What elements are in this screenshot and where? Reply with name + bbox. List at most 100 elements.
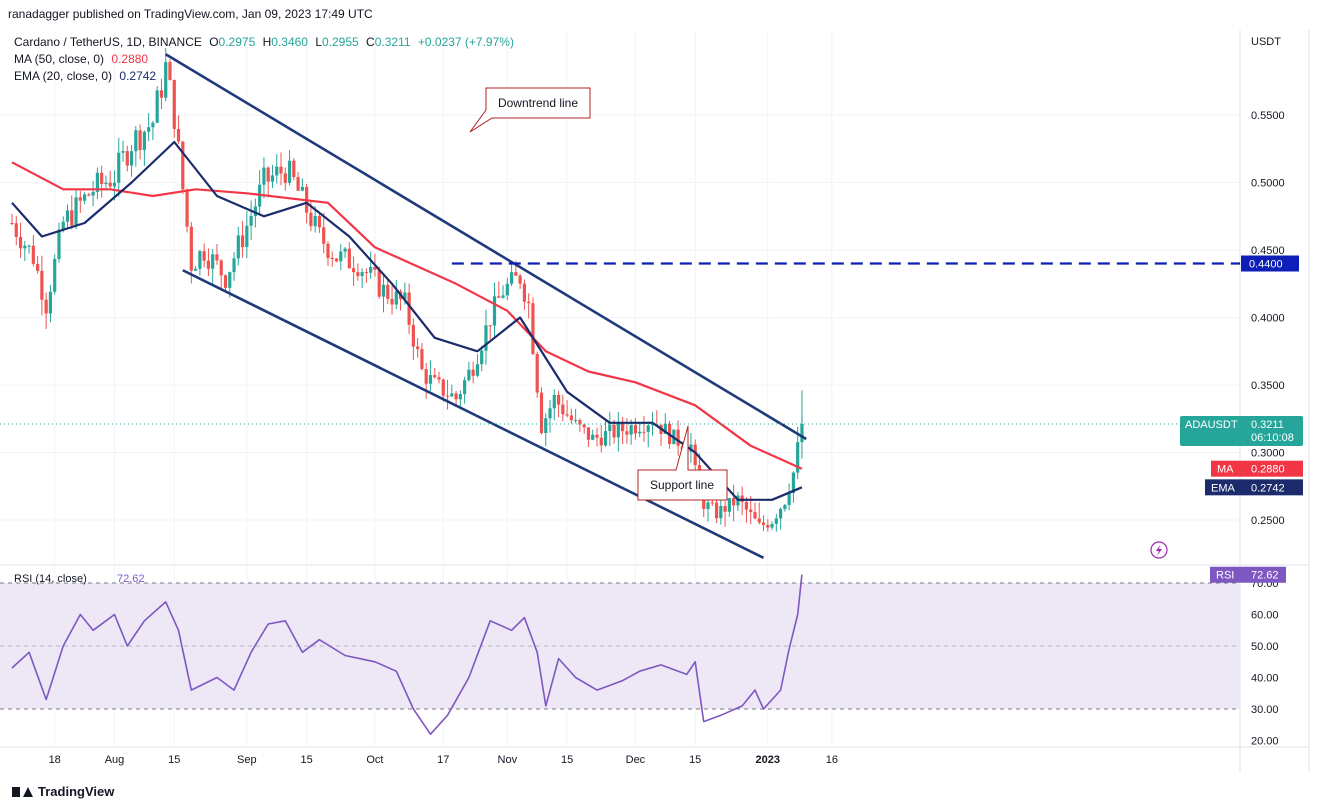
candle-body <box>539 392 544 434</box>
candle-body <box>727 498 731 512</box>
candle-body <box>505 283 509 296</box>
candle-body <box>164 62 168 98</box>
candle-body <box>582 424 586 428</box>
candle-body <box>168 62 172 80</box>
candle-body <box>458 394 462 400</box>
ma-legend-label: MA (50, close, 0) <box>14 52 105 66</box>
candle-body <box>82 194 87 201</box>
candle-body <box>44 299 48 314</box>
ema-price-value: 0.2742 <box>1251 482 1285 494</box>
candle-body <box>322 227 326 244</box>
candle-body <box>300 186 304 191</box>
x-tick-label: Dec <box>626 754 646 766</box>
candle-body <box>744 501 749 510</box>
chart-header: Cardano / TetherUS, 1D, BINANCE O0.2975 … <box>14 35 518 49</box>
candle-body <box>475 364 480 376</box>
ema-price-name: EMA <box>1211 482 1236 494</box>
candle-body <box>702 497 706 510</box>
candle-body <box>714 502 719 519</box>
candle-body <box>53 258 57 292</box>
candle-body <box>471 369 475 376</box>
candle-body <box>514 272 518 276</box>
tradingview-brand-label: TradingView <box>38 784 115 799</box>
candle-body <box>104 182 108 184</box>
rsi-price-tag <box>1210 566 1286 583</box>
y-tick-label: 0.5500 <box>1251 110 1285 122</box>
candle-body <box>198 251 202 269</box>
candle-body <box>527 301 531 304</box>
tradingview-brand[interactable]: TradingView <box>12 784 114 799</box>
ema-legend[interactable]: EMA (20, close, 0) 0.2742 <box>14 69 160 83</box>
candle-body <box>352 268 356 273</box>
x-tick-label: 15 <box>689 754 701 766</box>
candle-body <box>23 245 27 249</box>
candle-body <box>155 90 159 123</box>
candle-body <box>450 393 454 397</box>
last-price-tag <box>1180 416 1303 446</box>
candle-body <box>91 191 95 196</box>
candle-body <box>36 263 40 271</box>
candle-body <box>492 296 497 326</box>
candle-body <box>181 141 185 190</box>
candle-body <box>219 260 223 276</box>
candle-body <box>621 423 625 432</box>
rsi-y-tick-label: 60.00 <box>1251 610 1279 622</box>
candle-body <box>766 524 770 528</box>
candle-body <box>616 423 620 438</box>
candle-body <box>749 509 753 513</box>
downtrend-callout-label: Downtrend line <box>498 96 578 110</box>
candle-body <box>454 393 458 400</box>
ma-price-tag <box>1211 460 1303 477</box>
candle-body <box>112 182 117 187</box>
candle-body <box>283 173 287 183</box>
candle-body <box>377 269 381 297</box>
candle-body <box>100 172 104 184</box>
candle-body <box>441 379 445 396</box>
candle-body <box>347 248 351 269</box>
candle-body <box>608 424 612 432</box>
candle-body <box>535 353 539 393</box>
candle-body <box>373 266 377 270</box>
ma-legend-value: 0.2880 <box>111 52 149 66</box>
candle-body <box>27 245 31 247</box>
ema-legend-label: EMA (20, close, 0) <box>14 69 113 83</box>
candle-body <box>223 275 228 288</box>
candle-body <box>633 425 638 434</box>
candle-body <box>117 152 121 183</box>
rsi-y-tick-label: 30.00 <box>1251 704 1279 716</box>
last-price-countdown: 06:10:08 <box>1251 432 1294 444</box>
candle-body <box>783 504 787 510</box>
candle-body <box>497 296 501 298</box>
candle-body <box>403 292 407 300</box>
candle-body <box>791 472 796 494</box>
rsi-title: RSI (14, close) <box>14 573 87 585</box>
candle-body <box>603 431 608 446</box>
candle-body <box>779 509 783 519</box>
candle-body <box>369 266 373 273</box>
candle-body <box>501 295 505 298</box>
ema-legend-value: 0.2742 <box>119 69 157 83</box>
rsi-y-tick-label: 20.00 <box>1251 736 1279 748</box>
candle-body <box>394 291 398 305</box>
candle-body <box>236 235 240 259</box>
candle-body <box>14 223 18 237</box>
open-label: O <box>209 35 219 49</box>
x-tick-label: 15 <box>168 754 180 766</box>
candle-body <box>689 444 693 452</box>
candle-body <box>194 268 198 271</box>
candle-body <box>151 122 155 128</box>
candle-body <box>232 258 236 273</box>
candle-body <box>189 226 193 271</box>
tradingview-logo-icon <box>12 786 33 798</box>
downtrend-callout: Downtrend line <box>469 87 591 133</box>
candle-body <box>330 258 334 260</box>
ma-legend[interactable]: MA (50, close, 0) 0.2880 <box>14 52 152 66</box>
ma-line <box>11 161 803 470</box>
candle-body <box>121 151 125 153</box>
candle-body <box>710 502 714 504</box>
candle-body <box>663 423 667 434</box>
y-tick-label: 0.4500 <box>1251 245 1285 257</box>
candle-body <box>78 197 82 201</box>
x-tick-label: 17 <box>437 754 449 766</box>
candle-body <box>176 128 181 142</box>
